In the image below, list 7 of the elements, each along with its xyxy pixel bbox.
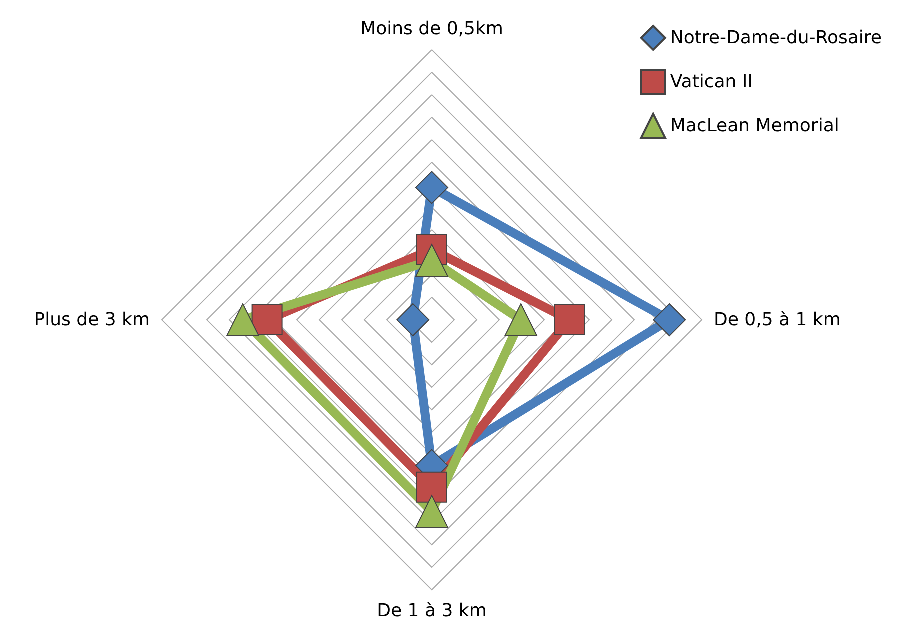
legend-label: Notre-Dame-du-Rosaire	[670, 28, 882, 48]
spoke-label: De 0,5 à 1 km	[714, 310, 841, 330]
spoke-label: De 1 à 3 km	[377, 600, 487, 622]
spoke-label: Moins de 0,5km	[360, 18, 504, 40]
legend-label: Vatican II	[670, 72, 754, 92]
spoke-label: Plus de 3 km	[34, 310, 150, 330]
legend-label: MacLean Memorial	[670, 116, 840, 136]
